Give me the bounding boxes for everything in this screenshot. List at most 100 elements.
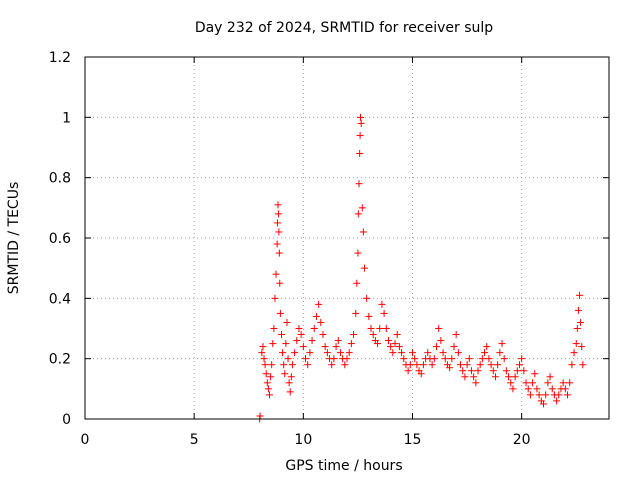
data-point	[576, 291, 584, 299]
data-point	[573, 325, 581, 332]
data-point	[409, 349, 416, 357]
data-point	[467, 367, 475, 375]
data-point	[265, 391, 273, 399]
ticks-layer	[84, 56, 609, 420]
data-point	[435, 325, 443, 332]
data-point	[441, 355, 449, 363]
data-point	[360, 264, 368, 272]
data-point	[389, 349, 397, 357]
data-point	[306, 349, 314, 357]
data-point	[494, 361, 502, 369]
data-point	[430, 355, 438, 363]
data-point	[269, 340, 277, 348]
data-point	[363, 294, 371, 302]
data-point	[578, 343, 586, 351]
data-point	[505, 373, 513, 381]
data-point	[568, 361, 576, 369]
data-point	[283, 318, 291, 326]
data-point	[400, 355, 408, 363]
data-point	[540, 400, 547, 408]
data-point	[284, 355, 292, 363]
data-point	[275, 249, 283, 257]
data-point	[295, 325, 303, 332]
data-point	[274, 219, 282, 227]
data-point	[572, 340, 580, 348]
data-point	[376, 325, 384, 332]
y-tick-label: 1.2	[49, 50, 71, 66]
data-point	[287, 373, 295, 381]
data-point	[356, 150, 364, 158]
data-point	[357, 113, 365, 121]
data-point	[354, 249, 362, 257]
data-point	[267, 373, 275, 381]
data-point	[428, 361, 436, 369]
points-layer	[256, 113, 587, 423]
data-point	[463, 361, 471, 369]
data-point	[559, 379, 567, 387]
data-point	[524, 385, 532, 393]
x-tick-label: 10	[294, 432, 312, 448]
data-point	[515, 361, 523, 369]
data-point	[485, 355, 493, 363]
data-point	[347, 340, 355, 348]
data-point	[457, 361, 465, 369]
data-point	[511, 373, 519, 381]
data-point	[312, 312, 320, 320]
y-axis-label: SRMTID / TECUs	[6, 182, 22, 295]
data-point	[321, 343, 329, 351]
data-point	[564, 391, 572, 399]
data-point	[354, 210, 362, 218]
data-point	[450, 343, 458, 351]
data-point	[398, 349, 406, 357]
data-point	[465, 355, 473, 363]
data-point	[496, 349, 504, 357]
data-point	[518, 355, 526, 363]
data-point	[439, 349, 447, 357]
data-point	[353, 279, 361, 287]
data-point	[384, 337, 392, 345]
x-axis-label: GPS time / hours	[285, 458, 402, 474]
data-point	[330, 355, 338, 363]
data-point	[577, 318, 585, 326]
data-point	[406, 361, 414, 369]
data-point	[358, 204, 366, 212]
data-point	[481, 349, 489, 357]
y-tick-label: 0.2	[49, 352, 71, 368]
data-point	[459, 367, 467, 375]
data-point	[413, 361, 421, 369]
data-point	[276, 279, 284, 287]
data-point	[357, 119, 365, 127]
data-point	[570, 349, 578, 357]
data-point	[561, 385, 569, 393]
data-point	[489, 367, 497, 375]
data-point	[448, 355, 456, 363]
grid-layer	[85, 57, 609, 419]
x-tick-label: 5	[190, 432, 199, 448]
data-point	[268, 361, 276, 369]
data-point	[279, 349, 287, 357]
data-point	[382, 325, 390, 332]
data-point	[533, 385, 541, 393]
data-point	[433, 343, 441, 351]
data-point	[498, 340, 506, 348]
data-point	[437, 337, 445, 345]
data-point	[369, 331, 377, 339]
data-point	[542, 391, 550, 399]
data-point	[304, 361, 312, 369]
data-point	[285, 379, 293, 387]
data-point	[308, 337, 316, 345]
data-point	[291, 349, 299, 357]
data-point	[281, 370, 289, 378]
data-point	[315, 300, 323, 308]
data-point	[264, 385, 272, 393]
data-point	[276, 309, 284, 317]
data-point	[502, 367, 510, 375]
data-point	[472, 379, 480, 387]
data-point	[286, 388, 294, 396]
data-point	[256, 412, 264, 420]
data-point	[483, 343, 491, 351]
data-point	[259, 343, 267, 351]
labels-layer: 0 5 10 15 20 0 0.2 0.4 0.6 0.8 1 1.2	[49, 50, 531, 448]
data-point	[535, 391, 543, 399]
data-point	[302, 355, 310, 363]
